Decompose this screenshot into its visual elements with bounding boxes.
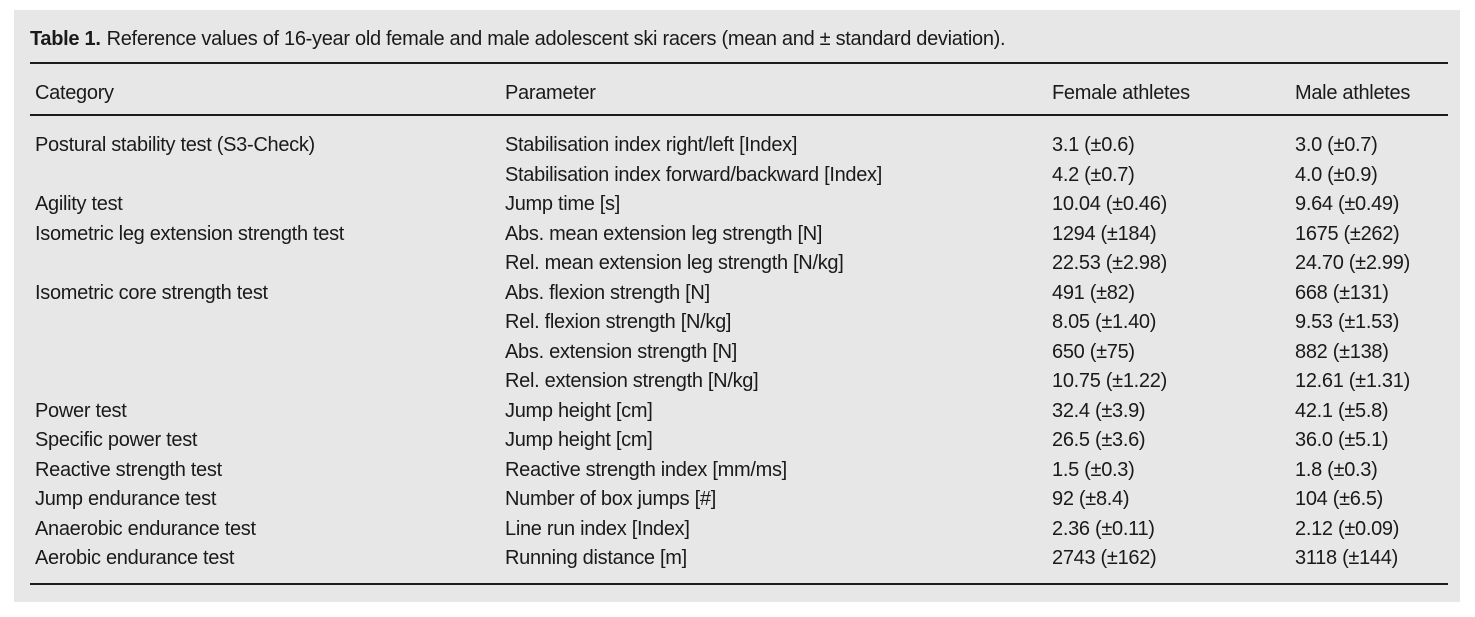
table-row: Stabilisation index forward/backward [In… — [30, 161, 1448, 191]
category-cell — [30, 367, 505, 397]
male-value-cell: 36.0 (±5.1) — [1295, 429, 1389, 451]
female-value-cell: 8.05 (±1.40) — [1052, 311, 1157, 333]
parameter-cell: Rel. extension strength [N/kg] — [505, 370, 759, 392]
parameter-cell: Jump time [s] — [505, 193, 621, 215]
female-value-cell: 26.5 (±3.6) — [1052, 429, 1146, 451]
parameter-cell: Stabilisation index forward/backward [In… — [505, 163, 883, 186]
female-value-cell: 10.04 (±0.46) — [1052, 193, 1167, 215]
male-value-cell: 1.8 (±0.3) — [1295, 458, 1378, 481]
table-row: Power test Jump height [cm] 32.4 (±3.9) … — [30, 397, 1448, 427]
male-value-cell: 882 (±138) — [1295, 340, 1389, 363]
male-value-cell: 4.0 (±0.9) — [1295, 163, 1378, 186]
table-row: Abs. extension strength [N] 650 (±75) 88… — [30, 338, 1448, 368]
category-cell — [30, 161, 505, 191]
category-cell: Specific power test — [35, 429, 198, 451]
male-value-cell: 12.61 (±1.31) — [1295, 370, 1410, 392]
table-row: Anaerobic endurance test Line run index … — [30, 515, 1448, 545]
table-body: Postural stability test (S3-Check) Stabi… — [30, 115, 1448, 584]
female-value-cell: 2.36 (±0.11) — [1052, 517, 1155, 540]
category-cell — [30, 338, 505, 368]
category-cell: Agility test — [35, 193, 123, 215]
male-value-cell: 668 (±131) — [1295, 281, 1389, 304]
parameter-cell: Rel. mean extension leg strength [N/kg] — [505, 252, 844, 274]
table-row: Agility test Jump time [s] 10.04 (±0.46)… — [30, 190, 1448, 220]
male-value-cell: 1675 (±262) — [1295, 222, 1400, 245]
parameter-cell: Stabilisation index right/left [Index] — [505, 134, 798, 156]
male-value-cell: 9.53 (±1.53) — [1295, 311, 1400, 333]
female-value-cell: 1.5 (±0.3) — [1052, 458, 1135, 481]
category-cell: Isometric core strength test — [35, 281, 268, 304]
table-panel: Table 1. Reference values of 16-year old … — [14, 10, 1460, 602]
category-cell — [30, 308, 505, 338]
male-value-cell: 24.70 (±2.99) — [1295, 252, 1410, 274]
female-value-cell: 1294 (±184) — [1052, 222, 1157, 245]
male-value-cell: 104 (±6.5) — [1295, 488, 1384, 510]
female-value-cell: 3.1 (±0.6) — [1052, 134, 1135, 156]
category-cell: Jump endurance test — [35, 488, 217, 510]
table-row: Aerobic endurance test Running distance … — [30, 544, 1448, 584]
female-value-cell: 32.4 (±3.9) — [1052, 399, 1146, 422]
table-caption-label: Table 1. — [30, 28, 101, 50]
table-caption-text: Reference values of 16-year old female a… — [106, 28, 1006, 50]
table-row: Rel. extension strength [N/kg] 10.75 (±1… — [30, 367, 1448, 397]
parameter-cell: Running distance [m] — [505, 547, 687, 569]
column-header-female-athletes: Female athletes — [1052, 63, 1295, 116]
column-header-category: Category — [30, 63, 505, 116]
table-row: Rel. flexion strength [N/kg] 8.05 (±1.40… — [30, 308, 1448, 338]
female-value-cell: 650 (±75) — [1052, 340, 1135, 363]
female-value-cell: 10.75 (±1.22) — [1052, 370, 1167, 392]
parameter-cell: Rel. flexion strength [N/kg] — [505, 311, 732, 333]
parameter-cell: Jump height [cm] — [505, 429, 653, 451]
female-value-cell: 92 (±8.4) — [1052, 488, 1130, 510]
category-cell: Anaerobic endurance test — [35, 517, 256, 540]
parameter-cell: Abs. extension strength [N] — [505, 340, 738, 363]
category-cell: Aerobic endurance test — [35, 547, 235, 569]
parameter-cell: Line run index [Index] — [505, 517, 690, 540]
reference-values-table: Category Parameter Female athletes Male … — [30, 62, 1448, 585]
male-value-cell: 2.12 (±0.09) — [1295, 517, 1400, 540]
female-value-cell: 22.53 (±2.98) — [1052, 252, 1167, 274]
table-row: Isometric core strength test Abs. flexio… — [30, 279, 1448, 309]
category-cell — [30, 249, 505, 279]
header-row: Category Parameter Female athletes Male … — [30, 63, 1448, 116]
female-value-cell: 491 (±82) — [1052, 281, 1135, 304]
parameter-cell: Number of box jumps [#] — [505, 488, 716, 510]
table-header: Category Parameter Female athletes Male … — [30, 63, 1448, 116]
parameter-cell: Jump height [cm] — [505, 399, 653, 422]
male-value-cell: 9.64 (±0.49) — [1295, 193, 1400, 215]
category-cell: Postural stability test (S3-Check) — [35, 134, 315, 156]
table-row: Specific power test Jump height [cm] 26.… — [30, 426, 1448, 456]
female-value-cell: 4.2 (±0.7) — [1052, 163, 1135, 186]
column-header-male-athletes: Male athletes — [1295, 63, 1448, 116]
male-value-cell: 3118 (±144) — [1295, 547, 1398, 569]
table-row: Isometric leg extension strength test Ab… — [30, 220, 1448, 250]
table-row: Postural stability test (S3-Check) Stabi… — [30, 115, 1448, 161]
male-value-cell: 3.0 (±0.7) — [1295, 134, 1378, 156]
parameter-cell: Abs. flexion strength [N] — [505, 281, 710, 304]
male-value-cell: 42.1 (±5.8) — [1295, 399, 1389, 422]
table-caption: Table 1. Reference values of 16-year old … — [30, 10, 1460, 51]
column-header-parameter: Parameter — [505, 63, 1052, 116]
female-value-cell: 2743 (±162) — [1052, 547, 1157, 569]
parameter-cell: Abs. mean extension leg strength [N] — [505, 222, 823, 245]
table-row: Jump endurance test Number of box jumps … — [30, 485, 1448, 515]
category-cell: Power test — [35, 399, 127, 422]
table-row: Rel. mean extension leg strength [N/kg] … — [30, 249, 1448, 279]
parameter-cell: Reactive strength index [mm/ms] — [505, 458, 787, 481]
category-cell: Isometric leg extension strength test — [35, 222, 345, 245]
category-cell: Reactive strength test — [35, 458, 222, 481]
table-row: Reactive strength test Reactive strength… — [30, 456, 1448, 486]
